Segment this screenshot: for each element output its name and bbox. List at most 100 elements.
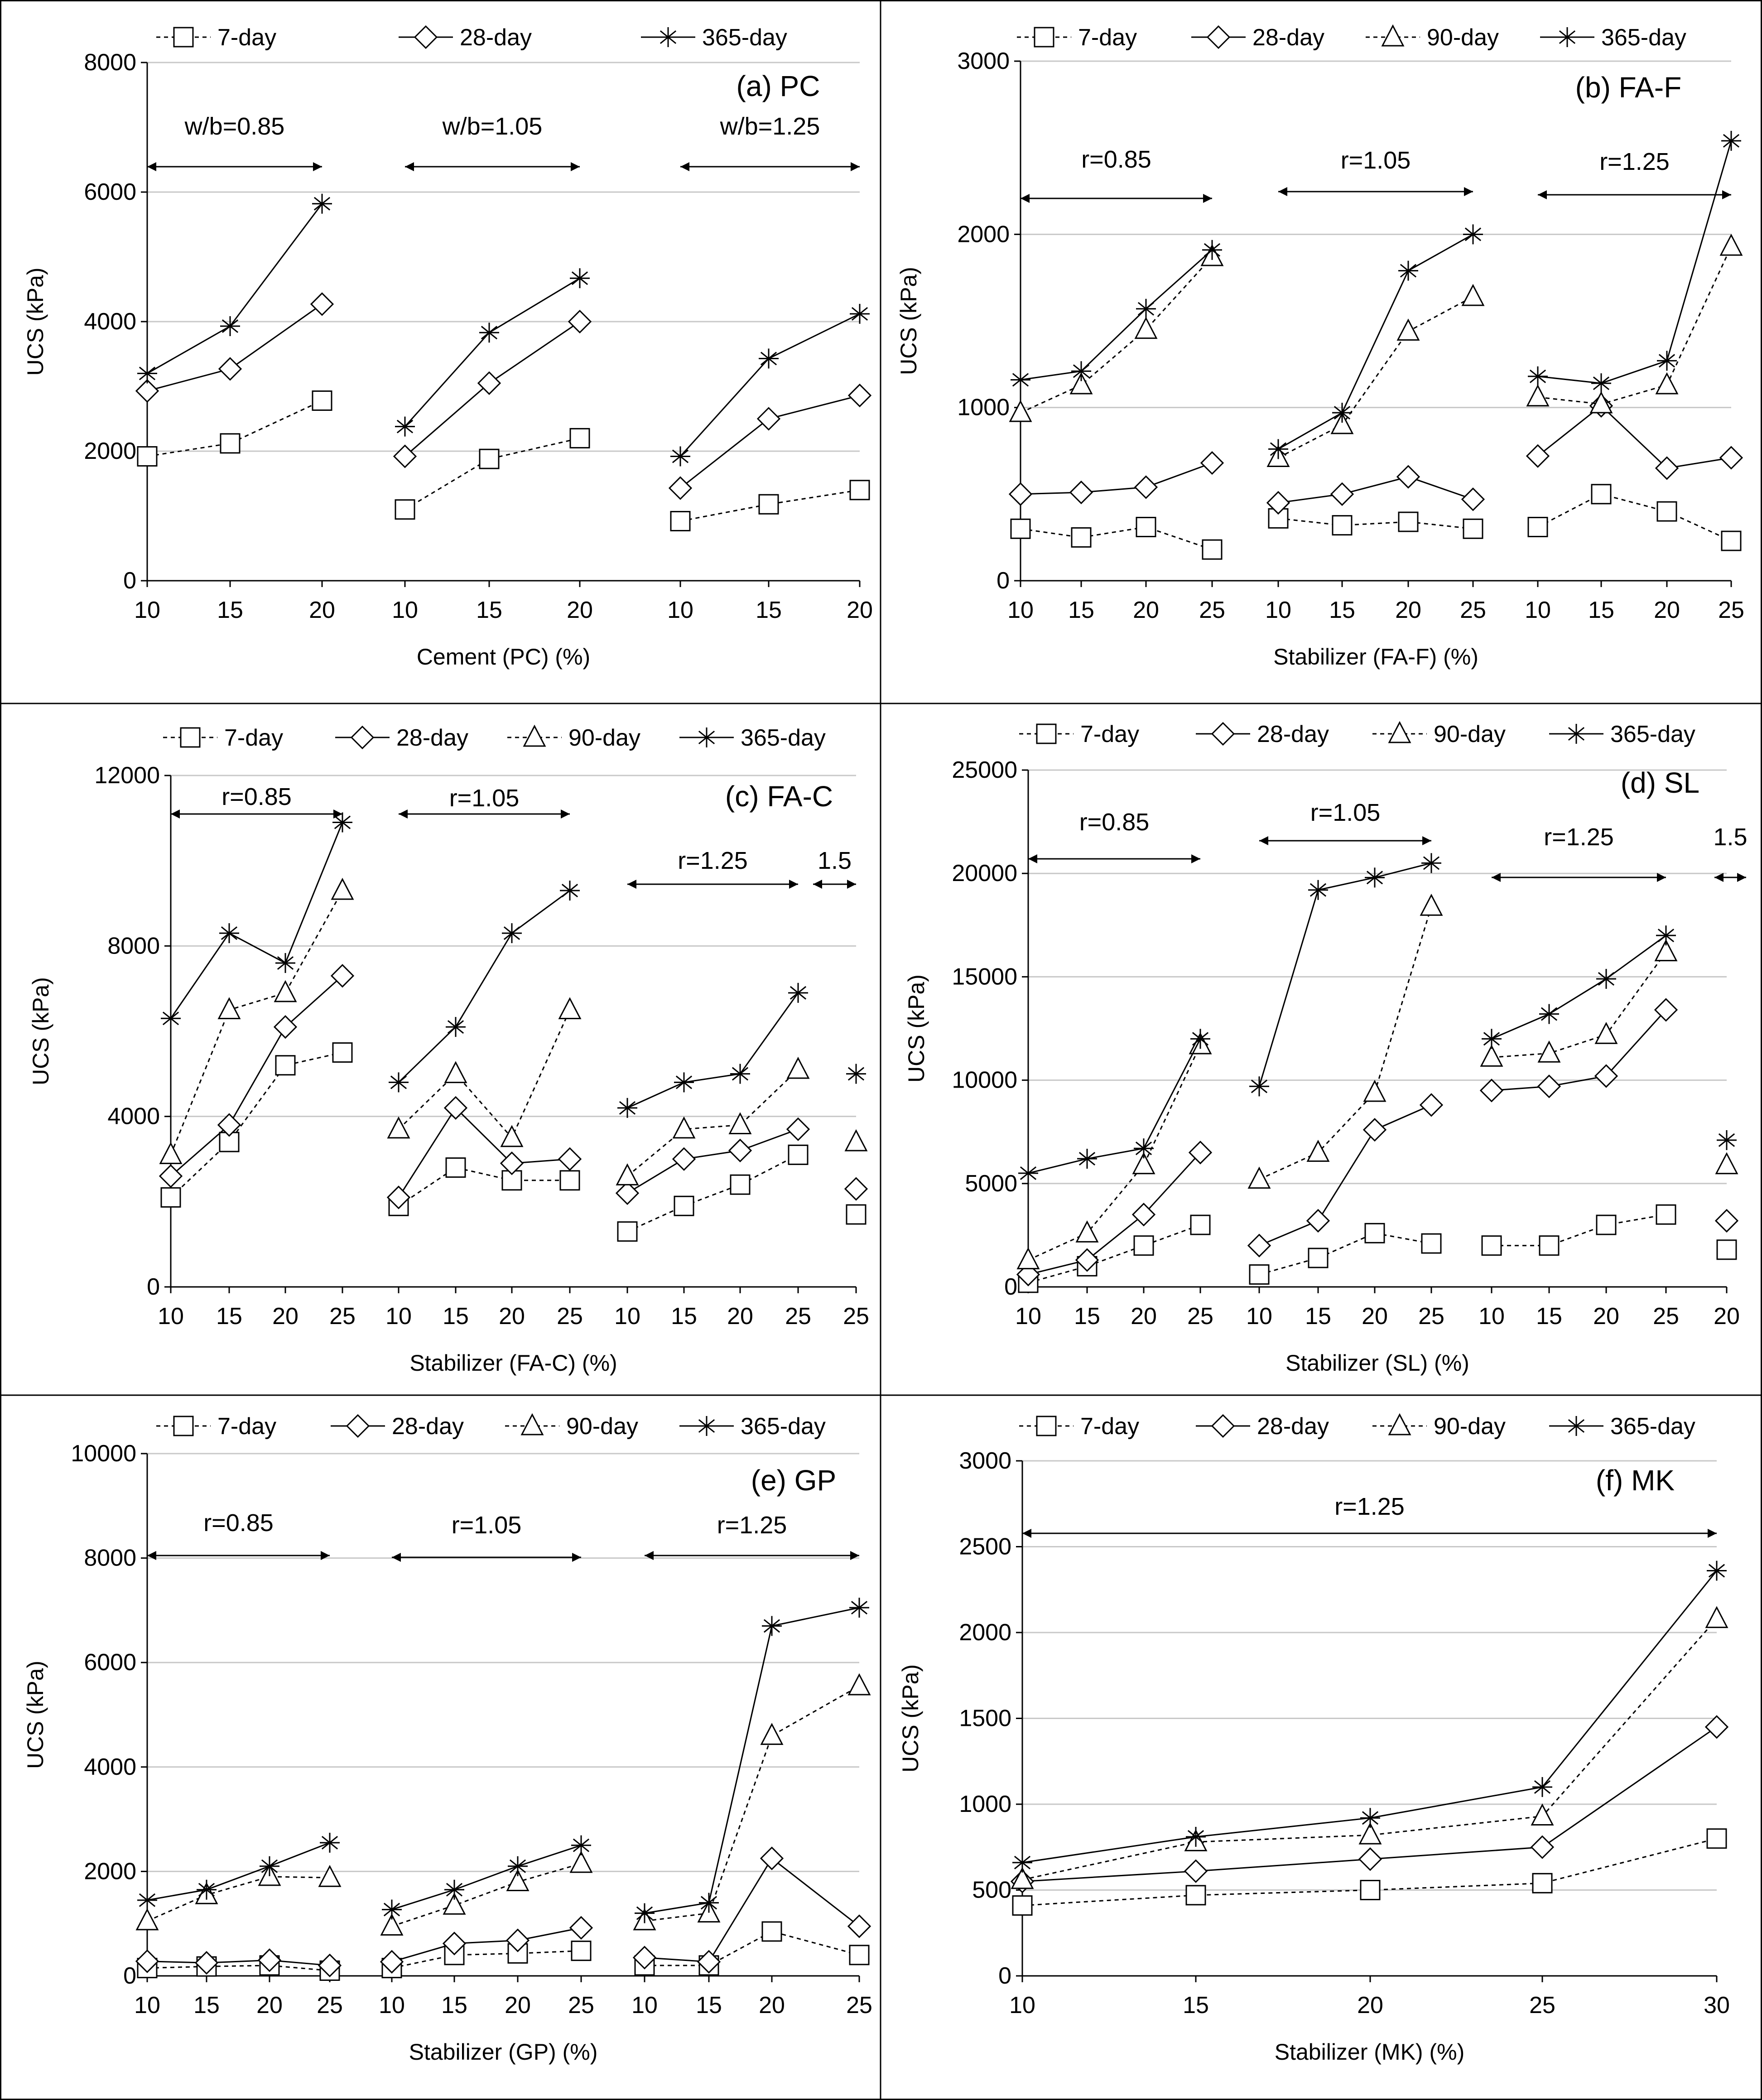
data-point: [320, 1832, 340, 1853]
series-90-day: [1016, 893, 1738, 1270]
data-point: [1537, 1074, 1561, 1098]
data-point: [318, 1953, 342, 1978]
data-point: [1360, 1808, 1380, 1828]
star-marker-stroke: [221, 926, 238, 940]
data-point: [395, 416, 415, 437]
data-point: [617, 1098, 637, 1118]
data-point: [1461, 487, 1485, 511]
legend-marker: [1566, 724, 1586, 744]
star-marker-stroke: [672, 449, 689, 463]
data-point: [1719, 446, 1743, 470]
star-marker-stroke: [851, 307, 868, 321]
x-tick-label: 10: [379, 1992, 405, 2018]
legend-label: 365-day: [702, 24, 787, 51]
data-point: [1010, 518, 1031, 539]
star-marker-stroke: [1723, 134, 1740, 148]
y-tick-label: 4000: [84, 308, 136, 335]
legend-marker: [1557, 27, 1577, 47]
data-point: [1011, 1867, 1034, 1889]
data-point: [194, 1951, 219, 1975]
x-tick-label: 20: [505, 1992, 531, 2018]
data-point: [137, 363, 157, 384]
data-point: [1012, 1895, 1033, 1916]
x-tick-label: 10: [1246, 1303, 1272, 1329]
y-tick-label: 1000: [957, 395, 1010, 421]
legend-item: 28-day: [399, 24, 532, 51]
data-point: [1012, 1852, 1032, 1873]
x-tick-label: 25: [1653, 1303, 1679, 1329]
x-tick-label: 25: [1460, 597, 1486, 623]
group-range-arrowhead: [1492, 873, 1501, 882]
x-tick-label: 20: [1395, 597, 1421, 623]
data-point: [274, 980, 297, 1002]
panel-label: (a) PC: [737, 70, 820, 102]
data-point: [1419, 1093, 1444, 1117]
series-line: [398, 890, 570, 1083]
data-point: [560, 881, 580, 901]
legend-marker: [1206, 25, 1231, 49]
series-line: [627, 1154, 799, 1233]
x-axis-title: Cement (PC) (%): [417, 644, 590, 669]
series-line: [1278, 234, 1473, 450]
x-tick-label: 15: [1183, 1992, 1209, 2018]
legend-item: 90-day: [507, 724, 640, 751]
legend-label: 7-day: [217, 24, 276, 51]
data-point: [1362, 1118, 1387, 1142]
series-line: [1020, 526, 1213, 550]
data-point: [1247, 1233, 1271, 1257]
x-tick-label: 20: [1131, 1303, 1157, 1329]
data-point: [330, 964, 355, 988]
series-line: [1028, 1038, 1201, 1174]
x-tick-label: 15: [1305, 1303, 1331, 1329]
data-point: [788, 983, 808, 1003]
star-marker-stroke: [847, 1067, 865, 1081]
data-point: [728, 1112, 752, 1134]
data-point: [1308, 1247, 1329, 1268]
legend-item: 7-day: [156, 24, 276, 51]
data-point: [558, 997, 582, 1019]
data-point: [672, 1116, 696, 1139]
y-tick-label: 1000: [959, 1791, 1011, 1817]
group-range-arrowhead: [680, 162, 689, 171]
group-range-arrowhead: [789, 880, 798, 889]
data-point: [1009, 400, 1032, 422]
star-marker-stroke: [446, 1883, 463, 1897]
x-tick-label: 25: [329, 1303, 356, 1329]
star-marker-stroke: [851, 1601, 868, 1615]
y-tick-label: 1500: [959, 1705, 1011, 1732]
data-point: [571, 1835, 591, 1855]
data-point: [1200, 451, 1224, 475]
star-marker-stroke: [509, 1859, 526, 1873]
group-range-arrowhead: [1737, 873, 1746, 882]
x-tick-label: 15: [193, 1992, 220, 2018]
data-point: [1537, 1040, 1561, 1063]
x-tick-label: 20: [256, 1992, 283, 2018]
data-point: [569, 428, 590, 448]
data-point: [730, 1064, 750, 1084]
x-tick-label: 20: [759, 1992, 785, 2018]
chart-panel-6: 0 500 1000 1500 2000 2500 3000 10 15 20 25 30 Stabil…: [898, 1413, 1730, 2065]
star-marker-stroke: [1362, 1811, 1379, 1825]
data-point: [1332, 515, 1353, 536]
data-point: [1202, 240, 1222, 260]
group-range-arrowhead: [1714, 873, 1723, 882]
data-point: [260, 1856, 279, 1876]
series-line: [391, 1845, 582, 1910]
legend-marker: [1036, 723, 1057, 744]
star-marker-stroke: [573, 1838, 590, 1852]
x-tick-label: 20: [1593, 1303, 1619, 1329]
star-marker-stroke: [139, 1893, 156, 1907]
data-point: [670, 511, 691, 531]
star-marker-stroke: [698, 1419, 715, 1433]
data-point: [1717, 1130, 1737, 1150]
x-tick-label: 20: [1362, 1303, 1388, 1329]
legend-label: 365-day: [1610, 1413, 1695, 1440]
series-line: [1028, 1152, 1201, 1276]
y-tick-label: 8000: [84, 49, 136, 76]
data-point: [332, 812, 352, 833]
data-point: [558, 1147, 582, 1171]
group-range-label: r=1.25: [678, 847, 748, 874]
y-tick-label: 0: [123, 1963, 136, 1989]
data-point: [1705, 1606, 1728, 1628]
legend-marker: [658, 27, 678, 47]
